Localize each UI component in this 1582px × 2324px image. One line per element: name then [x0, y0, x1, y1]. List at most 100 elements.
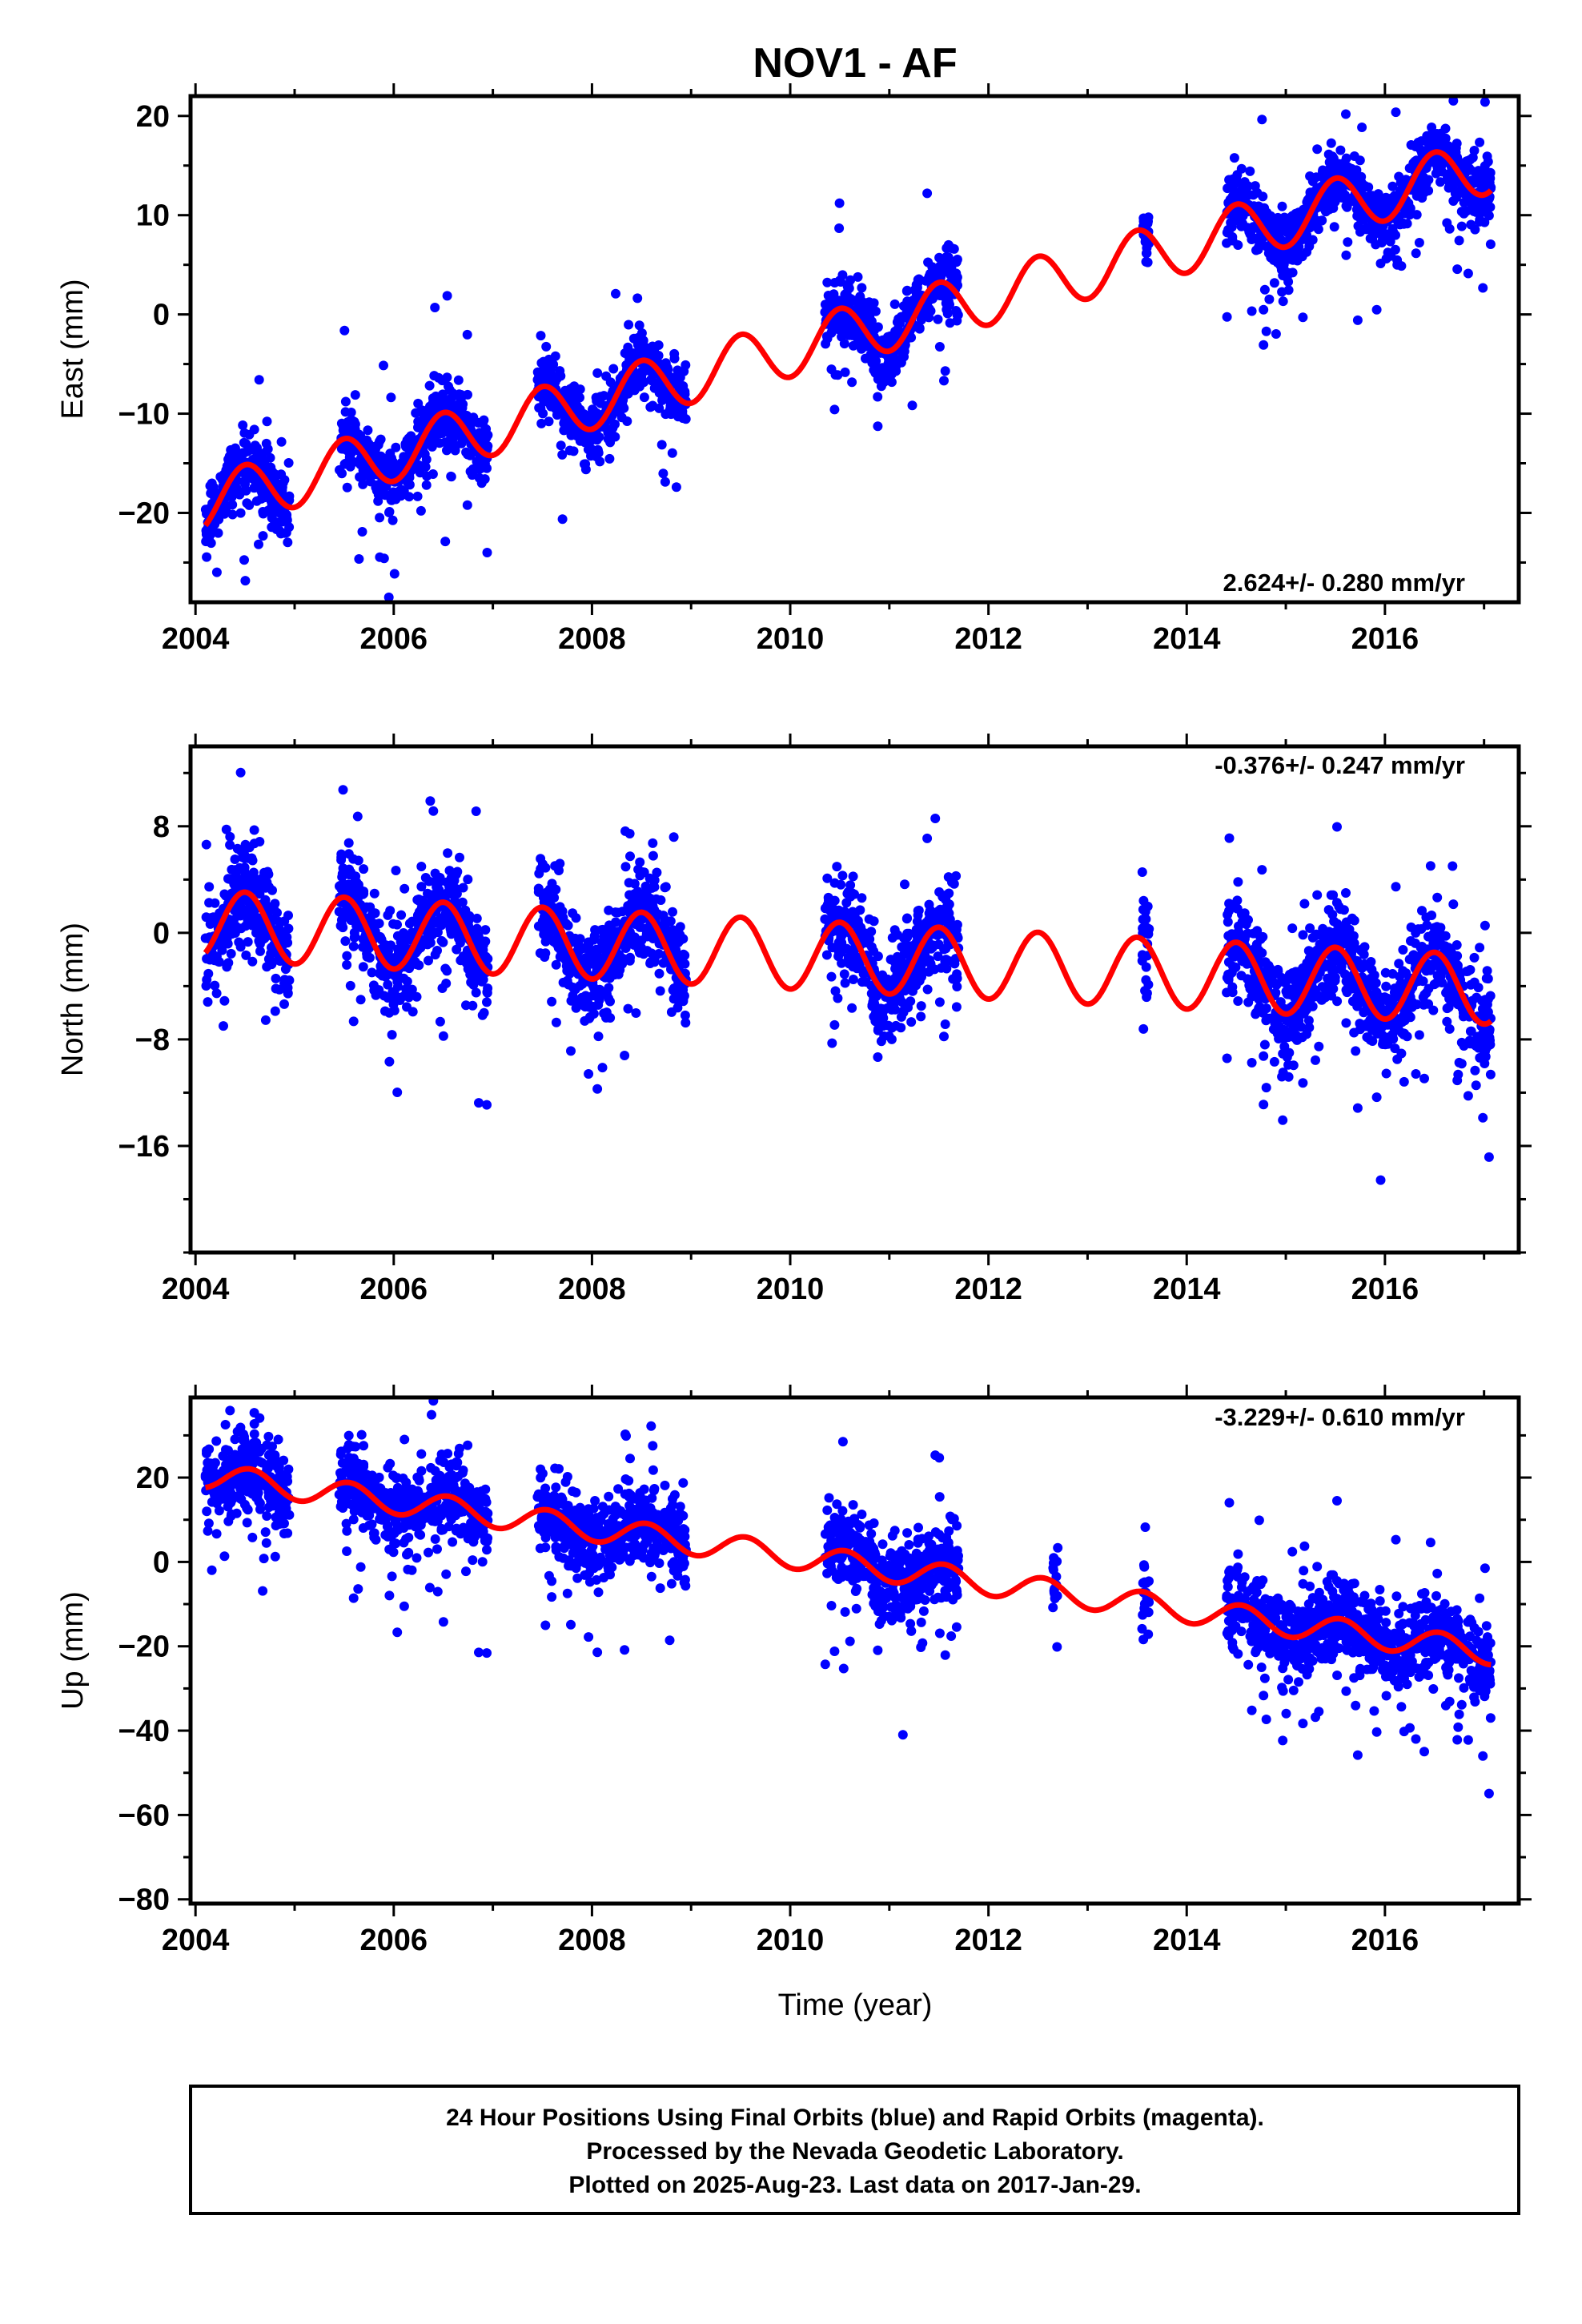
data-point [620, 862, 631, 872]
data-point [416, 862, 427, 871]
data-point [470, 971, 480, 981]
data-point [1299, 899, 1310, 909]
data-point [1261, 326, 1271, 336]
data-point [604, 983, 614, 993]
y-axis-label: East (mm) [56, 279, 90, 419]
data-point [902, 285, 913, 296]
data-point [1267, 215, 1277, 226]
data-point [399, 973, 409, 983]
data-point [948, 974, 958, 984]
data-point [1138, 904, 1148, 915]
data-point [557, 514, 568, 525]
data-point [263, 869, 274, 879]
data-point [219, 995, 230, 1006]
data-point [557, 906, 568, 916]
data-point [219, 1021, 228, 1031]
panel-1: 2004 2006 2008 2010 2012 2014 2016−20−1001020E… [56, 56, 1532, 656]
data-point [568, 983, 578, 992]
data-point [678, 994, 689, 1004]
data-point [1420, 187, 1431, 197]
data-point [900, 946, 910, 956]
data-point [247, 956, 258, 967]
data-point [939, 376, 949, 386]
data-point [604, 905, 614, 915]
data-point [1475, 215, 1485, 225]
data-point [592, 1084, 603, 1094]
scatter-points [200, 56, 1496, 602]
data-point [892, 317, 902, 328]
data-point [1259, 284, 1270, 295]
data-point [444, 381, 453, 392]
data-point [1247, 1058, 1257, 1068]
data-point [258, 531, 268, 541]
data-point [679, 366, 689, 376]
data-point [1352, 1103, 1363, 1113]
data-point [1416, 136, 1427, 147]
data-point [392, 951, 403, 961]
data-point [1228, 174, 1238, 184]
data-point [347, 416, 358, 426]
data-point [876, 1036, 886, 1047]
data-point [945, 269, 955, 279]
data-point [1426, 56, 1435, 66]
data-point [357, 527, 367, 537]
data-point [1258, 191, 1268, 202]
data-point [461, 958, 472, 968]
data-point [201, 839, 211, 850]
data-point [557, 449, 568, 460]
data-point [649, 383, 660, 393]
data-point [463, 389, 472, 400]
data-point [222, 461, 232, 471]
data-point [363, 425, 373, 436]
data-point [235, 508, 246, 518]
data-point [547, 996, 557, 1007]
data-point [1138, 923, 1148, 934]
data-point [1279, 265, 1290, 275]
data-point [630, 934, 640, 944]
data-point [620, 943, 631, 953]
data-point [1247, 306, 1257, 316]
data-point [1469, 952, 1480, 963]
data-point [1414, 238, 1424, 247]
data-point [566, 1046, 576, 1056]
data-point [916, 1011, 926, 1022]
data-point [283, 537, 293, 548]
data-point [244, 500, 255, 510]
data-point [1222, 1053, 1232, 1063]
data-point [875, 368, 885, 378]
data-point [482, 997, 492, 1007]
data-point [647, 401, 657, 412]
data-point [454, 389, 464, 400]
data-point [673, 1003, 683, 1013]
data-point [950, 959, 960, 969]
data-point [536, 418, 547, 428]
data-point [1365, 191, 1375, 200]
data-point [383, 910, 393, 920]
data-point [889, 1000, 899, 1011]
data-point [857, 283, 867, 293]
data-point [550, 351, 560, 361]
data-point [1456, 221, 1467, 231]
data-point [1277, 201, 1287, 211]
data-point [601, 371, 612, 381]
data-point [889, 299, 900, 309]
data-point [278, 928, 288, 939]
data-point [452, 944, 462, 955]
data-point [1448, 899, 1459, 910]
data-point [371, 990, 381, 1000]
data-point [392, 919, 402, 930]
data-point [476, 432, 486, 442]
data-point [648, 838, 658, 848]
data-point [385, 448, 396, 459]
data-point [1442, 171, 1452, 182]
data-point [1345, 168, 1355, 179]
data-point [634, 320, 644, 331]
data-point [243, 937, 253, 947]
data-point [887, 933, 897, 943]
data-point [1277, 287, 1287, 297]
data-point [1343, 237, 1353, 247]
data-point [368, 980, 379, 991]
data-point [1292, 246, 1303, 256]
data-point [255, 939, 265, 949]
data-point [358, 887, 368, 897]
